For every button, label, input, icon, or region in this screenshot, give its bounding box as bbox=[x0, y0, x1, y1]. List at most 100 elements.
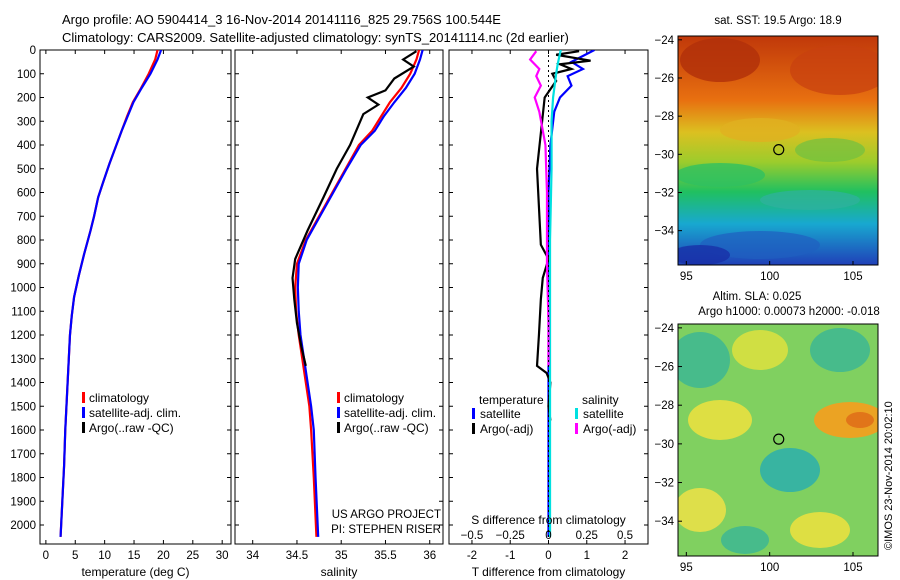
y-tick-label: 1600 bbox=[10, 425, 36, 437]
y-tick-label: 1200 bbox=[10, 330, 36, 342]
y-tick-label: 200 bbox=[17, 93, 36, 105]
legend-label: Argo(-adj) bbox=[583, 422, 636, 436]
sla-map-axes: 95 100 105 −24 −26 −28 −30 −32 −34 bbox=[654, 323, 879, 574]
y-tick-label: −32 bbox=[654, 187, 674, 199]
imos-credit: ©IMOS 23-Nov-2014 20:02:10 bbox=[883, 401, 895, 550]
s-tick-label: 0.5 bbox=[617, 530, 633, 542]
legend-swatch bbox=[82, 422, 85, 433]
s-tick-label: 0.25 bbox=[576, 530, 598, 542]
series-line-temperature-argo-adj- bbox=[535, 50, 591, 421]
difference-profile-series bbox=[528, 50, 595, 537]
y-tick-label: −30 bbox=[654, 439, 674, 451]
y-tick-label: 1500 bbox=[10, 401, 36, 413]
y-tick-label: 1900 bbox=[10, 496, 36, 508]
temperature-profile-frame bbox=[39, 49, 232, 545]
x-tick-label: 95 bbox=[680, 562, 693, 574]
legend-swatch bbox=[575, 408, 578, 419]
x-tick-label: 0 bbox=[43, 550, 49, 562]
legend-swatch bbox=[337, 422, 340, 433]
y-tick-label: 1400 bbox=[10, 378, 36, 390]
series-line-satellite-adj-clim- bbox=[296, 50, 424, 537]
y-tick-label: 900 bbox=[17, 259, 36, 271]
x-tick-label: 105 bbox=[843, 271, 862, 283]
argo-position-marker bbox=[773, 144, 785, 156]
x-tick-label: 0 bbox=[545, 550, 551, 562]
legend-label: satellite bbox=[480, 407, 521, 421]
x-tick-label: 30 bbox=[216, 550, 229, 562]
x-tick-label: 2 bbox=[622, 550, 628, 562]
series-line-argo-raw-qc- bbox=[291, 50, 418, 367]
y-tick-label: −30 bbox=[654, 149, 674, 161]
figure-title-line2: Climatology: CARS2009. Satellite-adjuste… bbox=[62, 30, 569, 45]
x-tick-label: 35.5 bbox=[374, 550, 396, 562]
sla-map-title: Altim. SLA: 0.025 bbox=[713, 291, 802, 303]
y-tick-label: −34 bbox=[654, 516, 674, 528]
project-annotation: US ARGO PROJECT bbox=[332, 509, 441, 521]
s-tick-label: −0.5 bbox=[461, 530, 484, 542]
salinity-profile: 34 34.5 35 35.5 36 salinity bbox=[234, 49, 444, 579]
sst-map-axes: 95 100 105 −24 −26 −28 −30 −32 −34 bbox=[654, 35, 879, 283]
series-line-temperature-satellite bbox=[547, 50, 595, 537]
y-tick-label: 700 bbox=[17, 211, 36, 223]
y-tick-label: 500 bbox=[17, 164, 36, 176]
x-tick-label: 35 bbox=[335, 550, 348, 562]
y-tick-label: 1000 bbox=[10, 283, 36, 295]
difference-profile: -2 -1 0 1 2 T difference from climatology bbox=[448, 49, 649, 579]
x-tick-label: 34.5 bbox=[286, 550, 308, 562]
x-tick-label: 5 bbox=[72, 550, 78, 562]
salinity-profile-frame bbox=[234, 49, 444, 545]
x-tick-label: 100 bbox=[760, 562, 779, 574]
map-frame bbox=[677, 323, 879, 557]
legend-title-salinity: salinity bbox=[582, 393, 619, 407]
sla-map-subtitle: Argo h1000: 0.00073 h2000: -0.018 bbox=[698, 306, 880, 318]
legend-swatch bbox=[472, 408, 475, 419]
x-tick-label: 1 bbox=[584, 550, 590, 562]
series-line-salinity-satellite bbox=[548, 50, 562, 537]
sst-map-title: sat. SST: 19.5 Argo: 18.9 bbox=[714, 15, 841, 27]
map-frame bbox=[677, 35, 879, 266]
x-axis-label: salinity bbox=[321, 565, 358, 579]
legend-swatch bbox=[82, 392, 85, 403]
x-tick-label: 15 bbox=[128, 550, 141, 562]
x-tick-label: 10 bbox=[98, 550, 111, 562]
legend-label: Argo(..raw -QC) bbox=[89, 421, 174, 435]
figure-title-line1: Argo profile: AO 5904414_3 16-Nov-2014 2… bbox=[62, 12, 501, 27]
y-tick-label: 800 bbox=[17, 235, 36, 247]
legend-label: Argo(-adj) bbox=[480, 422, 533, 436]
sla-map-image bbox=[678, 324, 878, 556]
y-tick-label: −26 bbox=[654, 362, 674, 374]
x-axis-label: T difference from climatology bbox=[472, 565, 626, 579]
legend-label: satellite bbox=[583, 407, 624, 421]
y-tick-label: 600 bbox=[17, 188, 36, 200]
y-tick-label: 1100 bbox=[11, 306, 36, 318]
legend-label: satellite-adj. clim. bbox=[344, 406, 436, 420]
legend-label: Argo(..raw -QC) bbox=[344, 421, 429, 435]
legend-label: satellite-adj. clim. bbox=[89, 406, 181, 420]
y-tick-label: −24 bbox=[654, 35, 674, 47]
legend-swatch bbox=[337, 407, 340, 418]
legend-label: climatology bbox=[344, 391, 404, 405]
temperature-profile: 0100200300400500600700800900100011001200… bbox=[10, 45, 232, 579]
s-tick-label: 0 bbox=[545, 530, 551, 542]
y-tick-label: −24 bbox=[654, 323, 674, 335]
series-line-salinity-argo-adj- bbox=[528, 50, 550, 366]
y-tick-label: 400 bbox=[17, 140, 36, 152]
legend-swatch bbox=[82, 407, 85, 418]
y-tick-label: −28 bbox=[654, 111, 674, 123]
y-tick-label: 100 bbox=[17, 69, 36, 81]
y-tick-label: −28 bbox=[654, 400, 674, 412]
series-line-climatology bbox=[294, 50, 421, 537]
legend-swatch bbox=[472, 423, 475, 434]
x-tick-label: 25 bbox=[186, 550, 199, 562]
x-tick-label: -2 bbox=[467, 550, 477, 562]
legend-label: climatology bbox=[89, 391, 149, 405]
x-tick-label: 105 bbox=[843, 562, 862, 574]
s-tick-label: −0.25 bbox=[496, 530, 525, 542]
y-tick-label: −32 bbox=[654, 478, 674, 490]
x-tick-label: -1 bbox=[505, 550, 515, 562]
y-tick-label: 1800 bbox=[10, 473, 36, 485]
x-tick-label: 100 bbox=[760, 271, 779, 283]
